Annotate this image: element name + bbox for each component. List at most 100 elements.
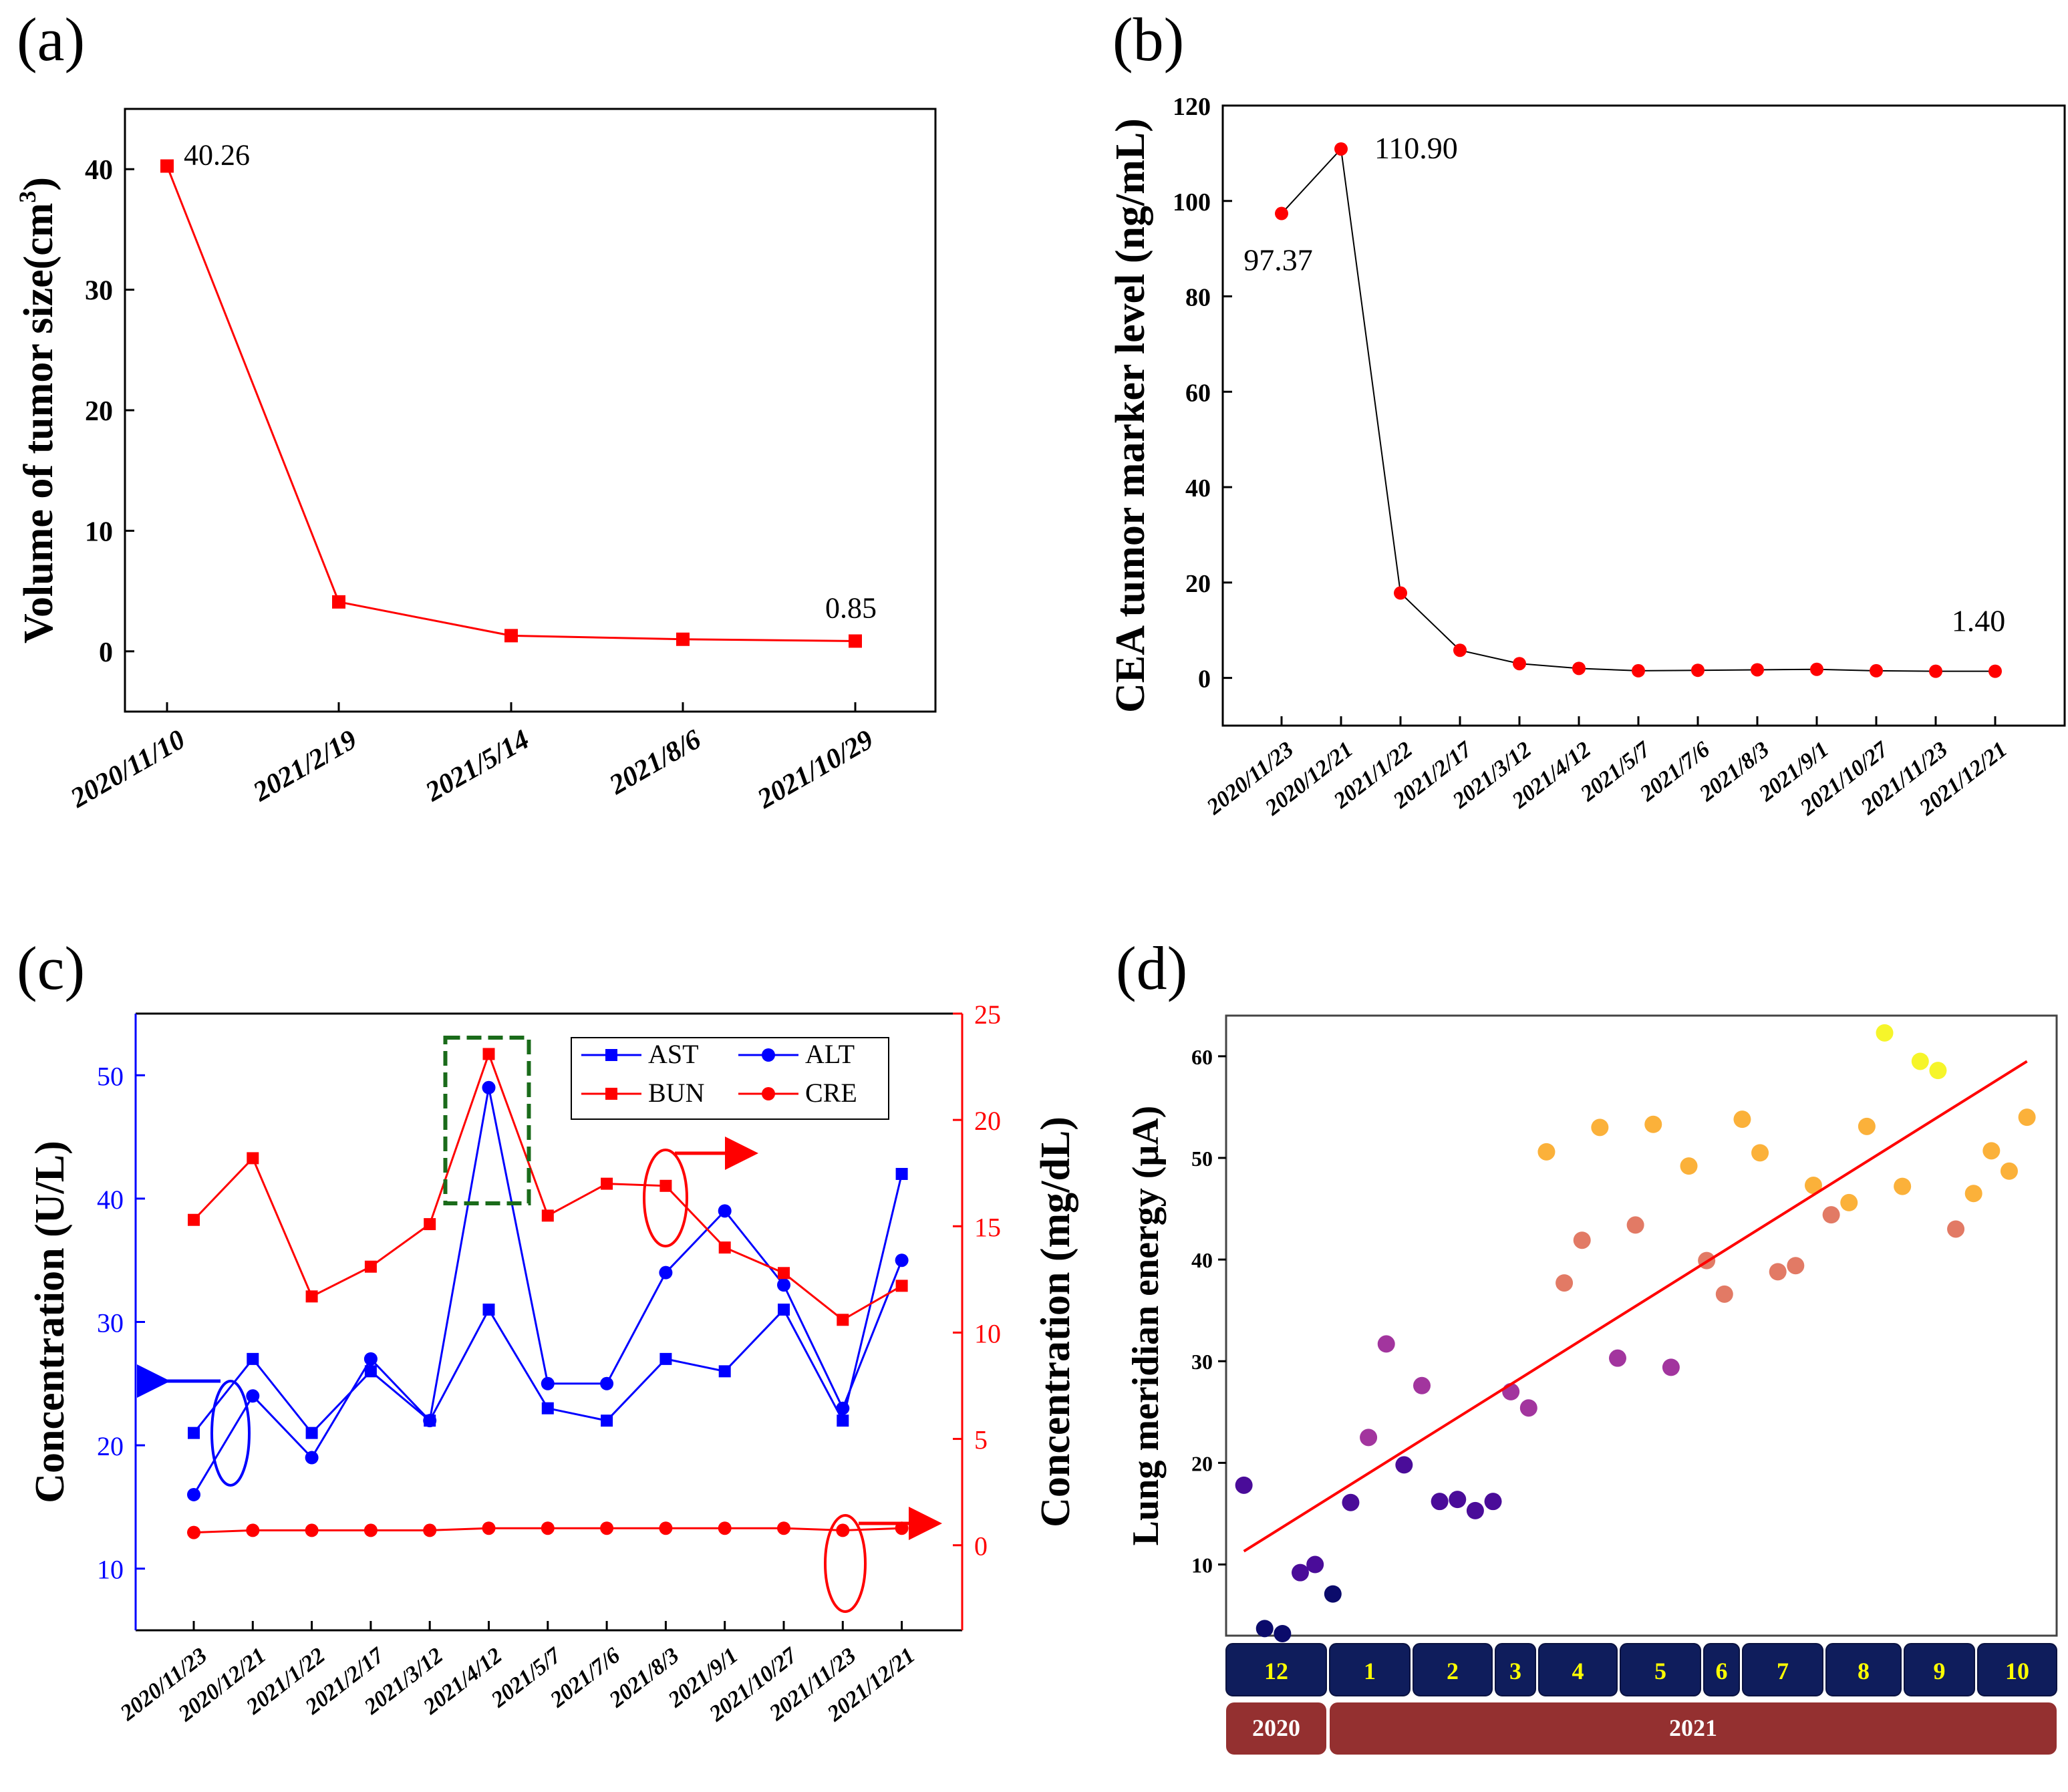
scatter-point	[1342, 1493, 1360, 1511]
scatter-point	[1591, 1118, 1609, 1137]
data-point	[1870, 663, 1883, 678]
data-point-alt	[777, 1278, 790, 1292]
month-label: 8	[1858, 1658, 1870, 1684]
data-label: 0.85	[825, 591, 877, 624]
scatter-point	[2018, 1108, 2036, 1127]
year-box	[1226, 1702, 1326, 1755]
data-point	[1691, 663, 1705, 678]
data-point-alt	[423, 1414, 437, 1428]
scatter-point	[1519, 1399, 1537, 1417]
month-label: 3	[1509, 1658, 1521, 1684]
y-tick-label: 60	[1191, 1045, 1213, 1069]
scatter-point	[1235, 1476, 1253, 1494]
scatter-point	[1804, 1177, 1822, 1195]
scatter-point	[1751, 1144, 1769, 1162]
legend-marker-ast	[605, 1049, 617, 1061]
legend-box	[571, 1037, 889, 1120]
month-box	[1225, 1643, 1327, 1696]
scatter-point	[1377, 1335, 1395, 1353]
month-label: 10	[2005, 1658, 2029, 1684]
data-point-alt	[187, 1487, 200, 1501]
scatter-point	[1662, 1358, 1680, 1376]
scatter-point	[1680, 1157, 1698, 1175]
year-label: 2021	[1669, 1714, 1717, 1741]
data-point-cre	[836, 1523, 850, 1537]
month-box	[1703, 1643, 1740, 1696]
data-point	[1572, 661, 1586, 676]
data-point-cre	[423, 1523, 437, 1537]
data-point	[849, 634, 862, 648]
data-point-cre	[187, 1525, 200, 1539]
legend-marker-cre	[762, 1087, 775, 1100]
data-point-bun	[424, 1218, 436, 1231]
data-point-bun	[778, 1267, 790, 1280]
scatter-point	[1769, 1263, 1787, 1281]
data-point-ast	[482, 1304, 495, 1316]
left-y-axis-title: Concentration (U/L)	[27, 1141, 73, 1503]
y-tick-label: 120	[1173, 93, 1211, 121]
scatter-point	[1947, 1220, 1965, 1238]
scatter-point	[1306, 1555, 1324, 1574]
right-y-tick-label: 0	[974, 1531, 988, 1561]
scatter-point	[1840, 1193, 1858, 1211]
data-point-bun	[837, 1314, 849, 1326]
left-y-tick-label: 30	[97, 1308, 124, 1338]
y-tick-label: 100	[1173, 188, 1211, 216]
month-box	[1825, 1643, 1902, 1696]
month-label: 12	[1264, 1658, 1288, 1684]
month-box	[1742, 1643, 1823, 1696]
data-point	[504, 629, 518, 643]
data-point	[1632, 663, 1645, 678]
scatter-point	[1484, 1493, 1502, 1511]
data-point-bun	[659, 1179, 672, 1192]
data-point-alt	[482, 1080, 496, 1094]
data-point-alt	[718, 1204, 732, 1218]
year-label: 2020	[1252, 1714, 1300, 1741]
y-tick-label: 20	[1185, 570, 1211, 598]
scatter-point	[1608, 1349, 1626, 1367]
data-point	[1275, 206, 1288, 220]
data-point-ast	[659, 1352, 672, 1365]
data-point-bun	[718, 1241, 731, 1254]
scatter-point	[1431, 1493, 1449, 1511]
x-tick-label: 2021/2/19	[248, 724, 362, 808]
scatter-point	[2000, 1162, 2018, 1180]
y-tick-label: 10	[85, 516, 113, 547]
data-point-cre	[541, 1521, 555, 1535]
y-tick-label: 80	[1185, 284, 1211, 312]
scatter-point	[1911, 1052, 1929, 1070]
data-point-alt	[895, 1253, 909, 1267]
legend-label-bun: BUN	[648, 1078, 704, 1108]
data-point-ast	[837, 1414, 849, 1427]
panel-c-label: (c)	[17, 934, 85, 1002]
data-point-bun	[601, 1177, 613, 1190]
plot-frame	[124, 108, 937, 713]
trend-line	[1243, 1060, 2028, 1553]
bun-ellipse	[643, 1149, 688, 1247]
scatter-point	[1929, 1062, 1947, 1080]
right-y-tick-label: 15	[974, 1212, 1001, 1242]
month-box	[1904, 1643, 1975, 1696]
panel-a-label: (a)	[17, 5, 85, 73]
data-point-ast	[188, 1427, 200, 1439]
data-point-bun	[364, 1260, 377, 1273]
data-point	[1453, 643, 1467, 657]
year-box	[1330, 1702, 2057, 1755]
data-point	[1810, 662, 1823, 676]
data-point-cre	[777, 1521, 790, 1535]
scatter-point	[1876, 1024, 1894, 1042]
right-y-tick-label: 20	[974, 1106, 1001, 1136]
right-y-axis-title: Concentration (mg/dL)	[1033, 1116, 1078, 1527]
data-point-cre	[482, 1521, 496, 1535]
month-box	[1977, 1643, 2057, 1696]
data-point-cre	[305, 1523, 319, 1537]
data-point-alt	[836, 1401, 850, 1415]
x-tick-label: 2020/11/10	[65, 724, 190, 814]
data-point-ast	[895, 1167, 908, 1180]
panel-c-chart: 102030405005101520252020/11/232020/12/21…	[27, 1000, 1078, 1727]
y-tick-label: 0	[1198, 665, 1211, 694]
month-label: 9	[1934, 1658, 1946, 1684]
month-label: 2	[1447, 1658, 1459, 1684]
